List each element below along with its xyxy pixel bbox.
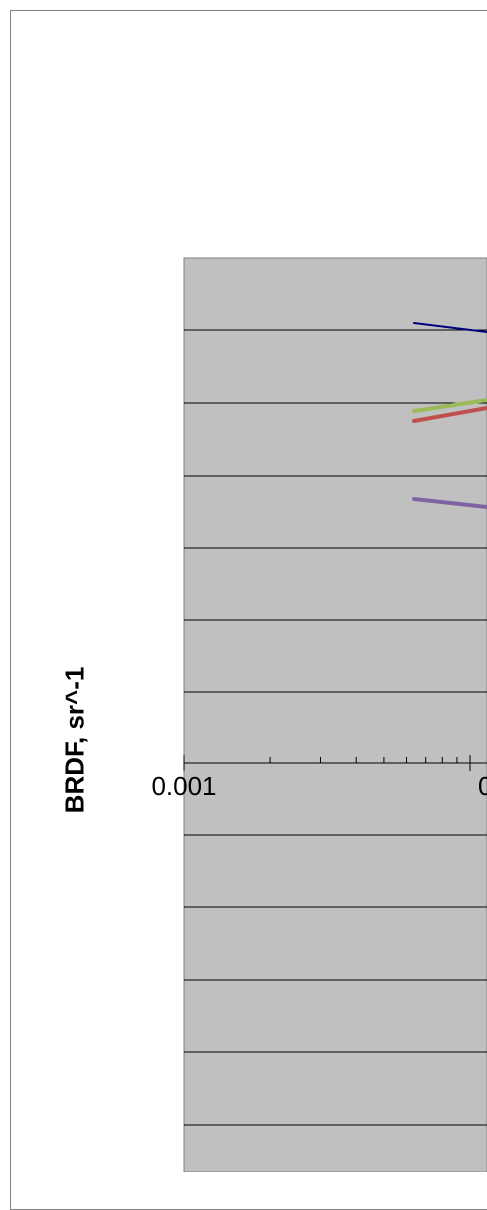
gridlines xyxy=(184,329,487,1126)
plot-area xyxy=(183,257,487,1172)
series-line-1 xyxy=(412,398,487,413)
x-tick-labels: 0.001 0 xyxy=(151,771,487,801)
x-tick-label-1: 0 xyxy=(478,771,487,801)
x-tick-label-0: 0.001 xyxy=(151,771,216,801)
y-axis-label: BRDF, sr^-1 xyxy=(59,666,90,814)
chart-plot: 0.001 0 xyxy=(151,257,487,1172)
series-line-3 xyxy=(412,497,487,509)
x-axis xyxy=(183,755,487,771)
series-line-2 xyxy=(412,406,487,423)
series-line-0 xyxy=(413,322,487,333)
series-lines xyxy=(412,322,487,509)
